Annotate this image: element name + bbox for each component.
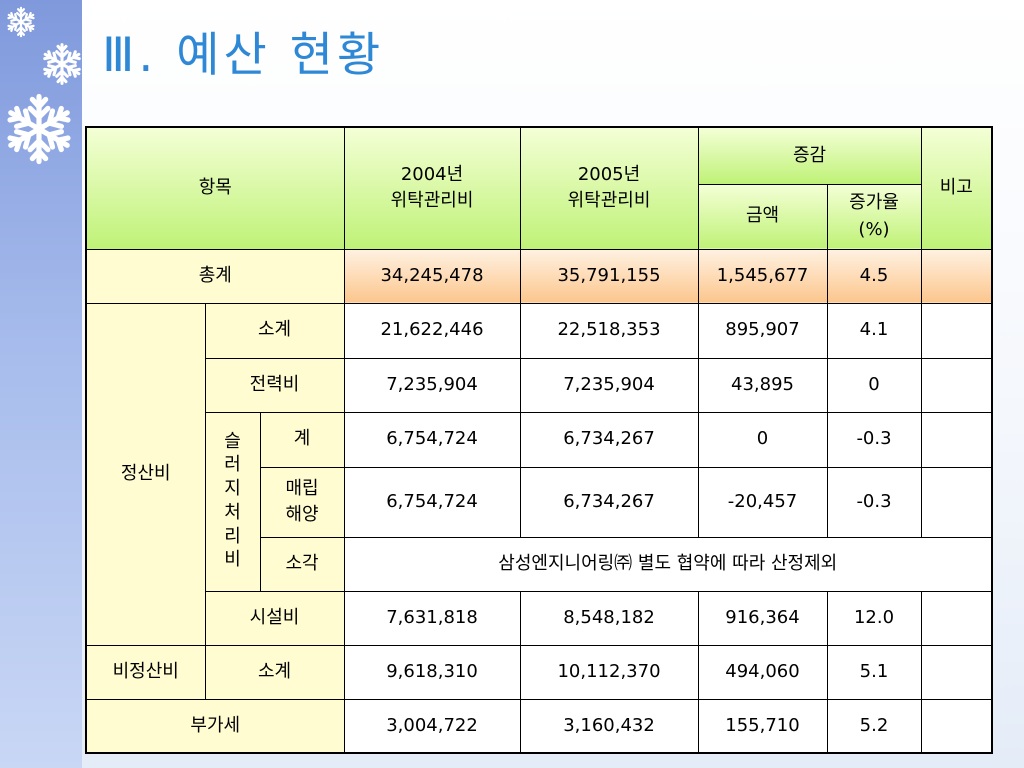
cell-vat-2005: 3,160,432: [519, 698, 699, 754]
header-2004-text: 2004년 위탁관리비: [390, 164, 474, 212]
sludge-label-text: 슬러지처리비: [224, 430, 241, 571]
cell-total-2005: 35,791,155: [519, 248, 699, 304]
cell-sludge-sum-amount: 0: [697, 411, 828, 468]
cell-landfill-rate: -0.3: [826, 466, 922, 538]
cell-non-settlement-2005: 10,112,370: [519, 644, 699, 700]
cell-incineration-note: 삼성엔지니어링㈜ 별도 협약에 따라 산정제외: [343, 536, 993, 592]
table-row-facility: 시설비 7,631,818 8,548,182 916,364 12.0: [86, 590, 993, 646]
table-row-non-settlement: 비정산비 소계 9,618,310 10,112,370 494,060 5.1: [85, 644, 993, 700]
table-row-power: 전력비 7,235,904 7,235,904 43,895 0: [86, 357, 993, 413]
cell-sludge-sum-note: [920, 411, 993, 468]
budget-table: 항목 2004년 위탁관리비 2005년 위탁관리비 증감 비고 금액 증가율 …: [85, 126, 993, 754]
cell-vat-amount: 155,710: [697, 698, 828, 754]
row-label-incineration: 소각: [259, 536, 345, 592]
landfill-label-text: 매립 해양: [285, 477, 319, 525]
table-row-settlement-subtotal: 정산비 소계 21,622,446 22,518,353 895,907 4.1: [85, 302, 993, 646]
header-item: 항목: [85, 126, 345, 250]
page-title: Ⅲ. 예산 현황: [102, 28, 385, 83]
row-label-total: 총계: [85, 248, 345, 304]
cell-power-2004: 7,235,904: [343, 357, 521, 413]
cell-settlement-subtotal-note: [920, 302, 993, 359]
table-row-vat: 부가세 3,004,722 3,160,432 155,710 5.2: [85, 698, 993, 754]
cell-non-settlement-2004: 9,618,310: [343, 644, 521, 700]
cell-power-rate: 0: [826, 357, 922, 413]
cell-facility-rate: 12.0: [826, 590, 922, 646]
cell-landfill-2005: 6,734,267: [519, 466, 699, 538]
cell-vat-2004: 3,004,722: [343, 698, 521, 754]
header-amount: 금액: [697, 183, 828, 250]
cell-settlement-subtotal-2004: 21,622,446: [343, 302, 521, 359]
cell-sludge-sum-2005: 6,734,267: [519, 411, 699, 468]
cell-total-amount: 1,545,677: [697, 248, 828, 304]
cell-vat-rate: 5.2: [826, 698, 922, 754]
row-label-sludge: 슬러지처리비: [204, 411, 261, 592]
header-subrow: 금액 증가율 (%): [86, 183, 992, 250]
header-rate: 증가율 (%): [826, 183, 922, 250]
decorative-sidebar: [0, 0, 83, 768]
cell-facility-2004: 7,631,818: [343, 590, 521, 646]
table-row-sludge-sum: 슬러지처리비 계 6,754,724 6,734,267 0 -0.3: [86, 411, 993, 592]
cell-settlement-subtotal-2005: 22,518,353: [519, 302, 699, 359]
row-label-non-settlement: 비정산비: [85, 644, 206, 700]
row-label-settlement: 정산비: [85, 302, 206, 646]
cell-landfill-note: [920, 466, 993, 538]
cell-landfill-2004: 6,754,724: [343, 466, 521, 538]
cell-sludge-sum-rate: -0.3: [826, 411, 922, 468]
cell-settlement-subtotal-amount: 895,907: [697, 302, 828, 359]
snowflake-icon: [2, 92, 76, 166]
cell-non-settlement-note: [920, 644, 993, 700]
row-label-settlement-subtotal: 소계: [204, 302, 345, 359]
header-change: 증감: [697, 126, 922, 185]
row-label-facility: 시설비: [204, 590, 345, 646]
cell-facility-note: [920, 590, 993, 646]
table-row-landfill: 매립 해양 6,754,724 6,734,267 -20,457 -0.3: [86, 466, 993, 538]
cell-non-settlement-rate: 5.1: [826, 644, 922, 700]
snowflake-icon: [41, 43, 83, 85]
cell-power-2005: 7,235,904: [519, 357, 699, 413]
table-row-incineration: 소각 삼성엔지니어링㈜ 별도 협약에 따라 산정제외: [86, 536, 993, 592]
header-row: 항목 2004년 위탁관리비 2005년 위탁관리비 증감 비고: [85, 126, 993, 250]
cell-settlement-subtotal-rate: 4.1: [826, 302, 922, 359]
header-2005: 2005년 위탁관리비: [519, 126, 699, 250]
row-label-non-settlement-subtotal: 소계: [204, 644, 345, 700]
snowflake-icon: [5, 6, 37, 38]
cell-vat-note: [920, 698, 993, 754]
header-note: 비고: [920, 126, 993, 250]
row-label-power: 전력비: [204, 357, 345, 413]
cell-non-settlement-amount: 494,060: [697, 644, 828, 700]
row-label-sludge-sum: 계: [259, 411, 345, 468]
table-row-total: 총계 34,245,478 35,791,155 1,545,677 4.5: [85, 248, 993, 304]
cell-total-note: [920, 248, 993, 304]
header-rate-text: 증가율 (%): [849, 192, 899, 240]
row-label-landfill: 매립 해양: [259, 466, 345, 538]
cell-facility-amount: 916,364: [697, 590, 828, 646]
cell-power-note: [920, 357, 993, 413]
cell-facility-2005: 8,548,182: [519, 590, 699, 646]
cell-landfill-amount: -20,457: [697, 466, 828, 538]
header-2004: 2004년 위탁관리비: [343, 126, 521, 250]
cell-total-rate: 4.5: [826, 248, 922, 304]
cell-total-2004: 34,245,478: [343, 248, 521, 304]
header-2005-text: 2005년 위탁관리비: [567, 164, 651, 212]
cell-power-amount: 43,895: [697, 357, 828, 413]
row-label-vat: 부가세: [85, 698, 345, 754]
cell-sludge-sum-2004: 6,754,724: [343, 411, 521, 468]
